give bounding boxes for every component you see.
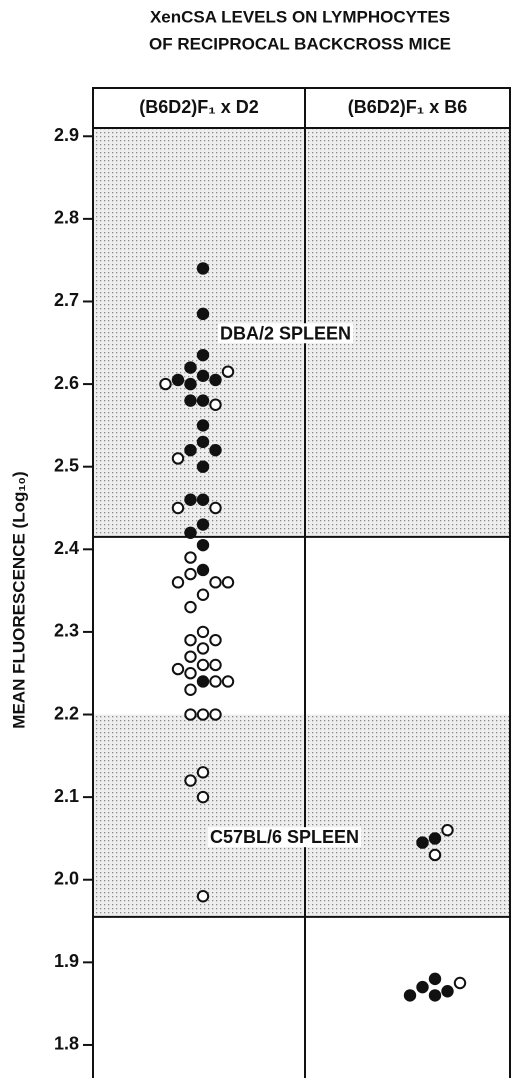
open-point	[171, 452, 185, 465]
filled-point	[416, 980, 429, 994]
filled-point	[196, 493, 210, 506]
filled-point	[209, 373, 222, 387]
annotation-background	[208, 827, 362, 848]
filled-point	[184, 377, 197, 391]
chart-title: XenCSA LEVELS ON LYMPHOCYTES	[150, 7, 450, 26]
open-point	[221, 576, 235, 589]
filled-point	[428, 972, 442, 986]
open-point	[184, 567, 197, 581]
filled-point	[184, 526, 197, 539]
y-tick-label: 2.1	[54, 786, 79, 806]
open-point	[184, 667, 197, 680]
open-point	[209, 398, 222, 411]
y-tick-label: 2.7	[54, 290, 79, 310]
annotation: DBA/2 SPLEEN	[220, 323, 351, 343]
filled-point	[196, 307, 210, 321]
open-point	[196, 890, 210, 903]
open-point	[209, 501, 222, 515]
filled-point	[196, 369, 210, 383]
open-point	[453, 976, 467, 990]
y-tick-label: 2.8	[54, 208, 79, 228]
filled-point	[171, 373, 185, 387]
open-point	[221, 365, 235, 378]
filled-point	[196, 394, 210, 407]
filled-point	[196, 518, 210, 531]
open-point	[221, 675, 235, 688]
open-point	[171, 662, 185, 676]
y-tick-label: 2.3	[54, 621, 79, 641]
open-point	[196, 658, 210, 672]
filled-point	[441, 985, 454, 998]
filled-point	[196, 563, 210, 577]
y-tick-label: 2.6	[54, 373, 79, 393]
filled-point	[428, 989, 442, 1002]
open-point	[184, 551, 197, 564]
shaded-band	[93, 714, 510, 917]
open-point	[184, 774, 197, 787]
y-tick-label: 2.5	[54, 455, 79, 475]
filled-point	[196, 348, 210, 362]
y-tick-label: 1.9	[54, 951, 79, 971]
filled-point	[196, 538, 210, 552]
frame	[92, 87, 511, 1078]
y-tick-label: 2.9	[54, 125, 79, 145]
open-point	[184, 683, 197, 696]
open-point	[209, 633, 222, 647]
filled-point	[184, 361, 197, 374]
chart-title: OF RECIPROCAL BACKCROSS MICE	[149, 34, 451, 53]
filled-point	[184, 493, 197, 506]
filled-point	[184, 394, 197, 407]
annotation-background	[218, 323, 354, 344]
y-tick-label: 2.0	[54, 868, 79, 888]
filled-point	[209, 443, 222, 457]
open-point	[196, 790, 210, 804]
open-point	[196, 708, 210, 721]
filled-point	[196, 675, 210, 688]
open-point	[171, 501, 185, 515]
filled-point	[196, 435, 210, 449]
open-point	[209, 658, 222, 672]
filled-point	[403, 989, 417, 1002]
filled-point	[428, 832, 442, 845]
open-point	[196, 625, 210, 639]
open-point	[209, 708, 222, 721]
open-point	[209, 576, 222, 589]
filled-point	[196, 460, 210, 473]
open-point	[171, 576, 185, 589]
open-point	[196, 588, 210, 601]
filled-point	[416, 836, 429, 849]
open-point	[159, 377, 172, 391]
filled-point	[184, 443, 197, 457]
open-point	[184, 708, 197, 721]
open-point	[441, 823, 454, 837]
open-point	[184, 650, 197, 663]
annotation: C57BL/6 SPLEEN	[210, 827, 359, 847]
open-point	[184, 633, 197, 647]
filled-point	[196, 262, 210, 275]
column-header: (B6D2)F₁ x B6	[348, 97, 467, 117]
y-tick-label: 1.8	[54, 1034, 79, 1054]
open-point	[428, 848, 442, 862]
open-point	[184, 600, 197, 614]
open-point	[196, 766, 210, 779]
column-header: (B6D2)F₁ x D2	[139, 97, 258, 117]
open-point	[209, 675, 222, 688]
y-tick-label: 2.4	[54, 538, 79, 558]
filled-point	[196, 419, 210, 432]
y-axis-label: MEAN FLUORESCENCE (Log₁₀)	[9, 471, 28, 728]
y-tick-label: 2.2	[54, 703, 79, 723]
open-point	[196, 642, 210, 655]
